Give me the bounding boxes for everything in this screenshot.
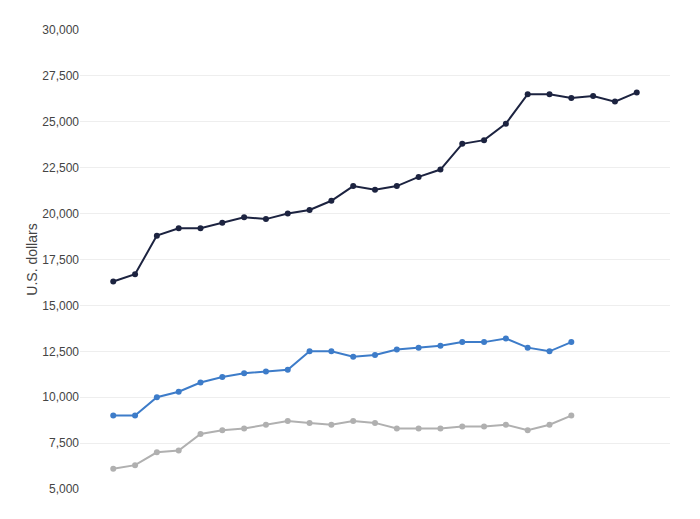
svg-text:7,500: 7,500 (49, 436, 79, 450)
svg-text:27,500: 27,500 (42, 69, 79, 83)
svg-text:12,500: 12,500 (42, 345, 79, 359)
svg-text:20,000: 20,000 (42, 207, 79, 221)
svg-text:30,000: 30,000 (42, 23, 79, 37)
svg-text:5,000: 5,000 (49, 482, 79, 496)
svg-text:U.S. dollars: U.S. dollars (24, 223, 40, 295)
svg-text:22,500: 22,500 (42, 161, 79, 175)
svg-text:25,000: 25,000 (42, 115, 79, 129)
svg-text:15,000: 15,000 (42, 299, 79, 313)
svg-text:17,500: 17,500 (42, 253, 79, 267)
svg-text:10,000: 10,000 (42, 390, 79, 404)
